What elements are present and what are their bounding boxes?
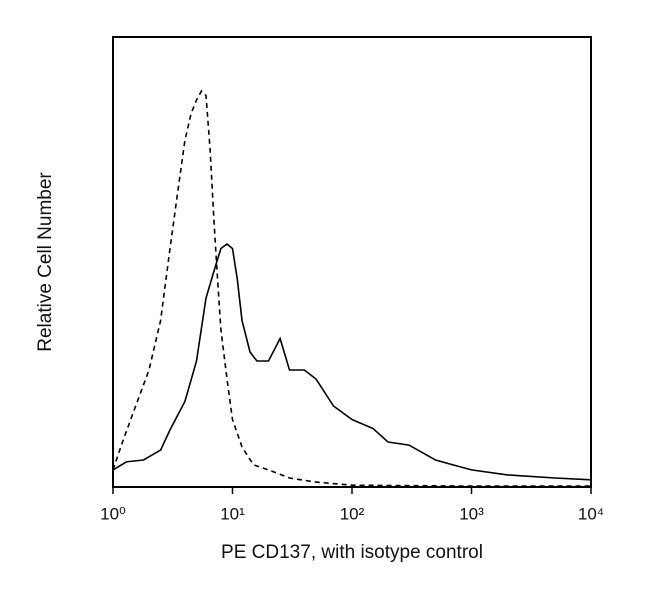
y-axis-title: Relative Cell Number [35,172,56,352]
x-tick-label: 10³ [459,504,484,523]
x-tick-label: 10⁰ [100,504,126,523]
x-tick-label: 10¹ [220,504,245,523]
histogram-line [112,242,592,481]
x-axis-title: PE CD137, with isotype control [221,542,483,563]
histogram-line [112,89,591,487]
x-tick-label: 10² [340,504,365,523]
x-tick-label: 10⁴ [578,504,604,523]
